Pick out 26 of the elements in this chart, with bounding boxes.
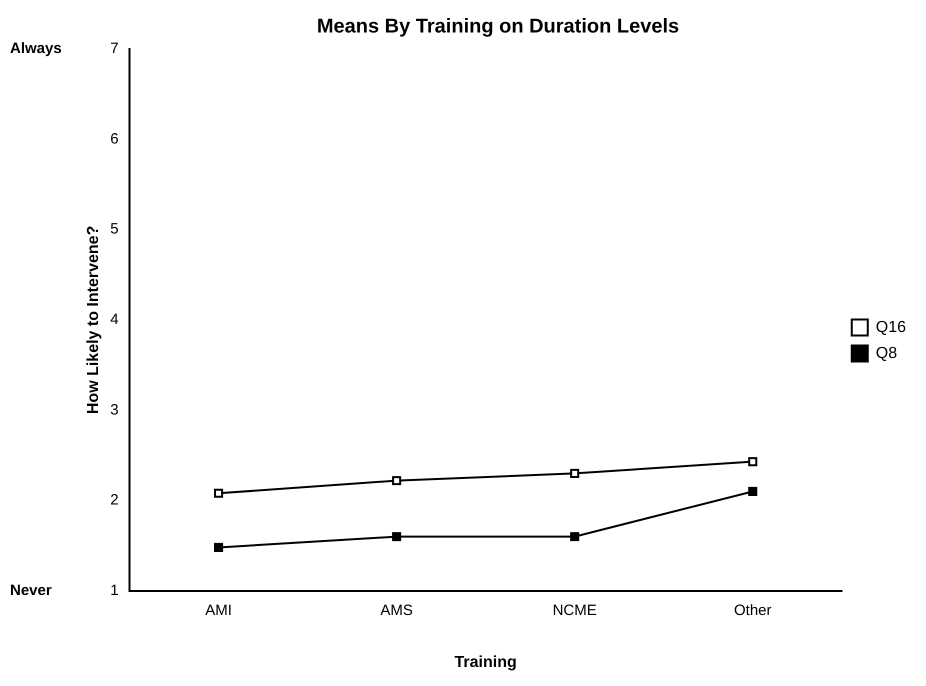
point — [214, 488, 224, 498]
y-tick-label: 5 — [110, 220, 119, 238]
y-tick-label: 3 — [110, 401, 119, 418]
point — [392, 532, 402, 542]
y-tick-label: 7 — [110, 40, 119, 58]
y-axis-title: How Likely to Intervene? — [85, 226, 102, 414]
x-axis-title: Training — [454, 654, 517, 671]
x-tick-label: AMS — [380, 602, 413, 619]
text: Always — [10, 40, 62, 58]
y-tick-label: 4 — [110, 311, 119, 328]
y-tick-label: 1 — [110, 582, 119, 599]
x-tick-label: NCME — [552, 602, 597, 619]
point — [392, 476, 402, 486]
x-tick-label: Other — [734, 602, 772, 619]
text: Never — [10, 582, 52, 599]
point — [570, 532, 580, 542]
legend-label: Q8 — [876, 344, 898, 362]
y-tick-label: 2 — [110, 492, 119, 509]
point — [570, 468, 580, 478]
legend-label: Q16 — [876, 318, 906, 336]
point — [748, 486, 758, 496]
x-tick-label: AMI — [205, 602, 232, 619]
chart-title: Means By Training on Duration Levels — [316, 16, 680, 38]
y-tick-label: 6 — [110, 130, 119, 148]
point — [748, 457, 758, 466]
point — [214, 542, 224, 552]
